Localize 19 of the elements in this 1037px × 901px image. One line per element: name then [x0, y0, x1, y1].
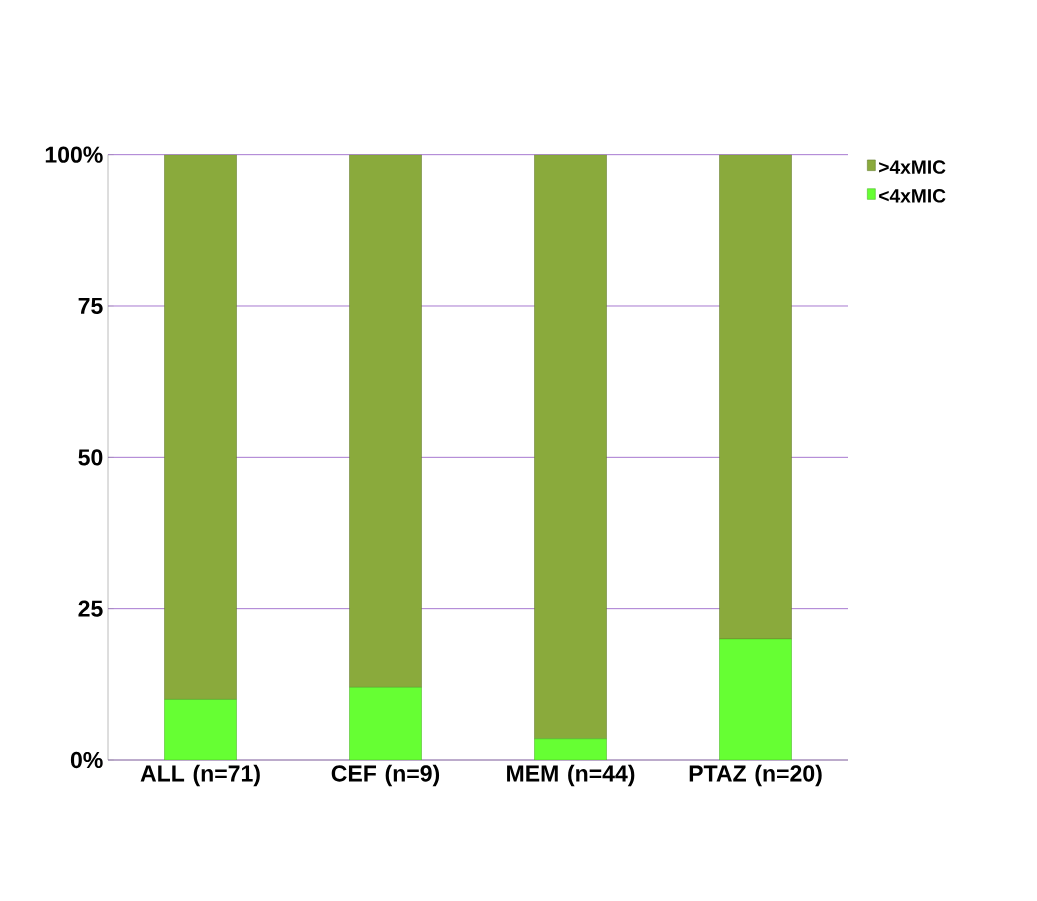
y-tick-label: 75 — [78, 297, 103, 315]
y-tick-label: 100% — [45, 146, 103, 163]
bar — [719, 154, 792, 640]
x-tick-label: CEF (n=9) — [331, 764, 440, 787]
bar — [719, 638, 792, 760]
bar — [164, 699, 237, 760]
bar — [164, 154, 237, 700]
bar — [349, 154, 422, 688]
y-tick-label: 0% — [70, 751, 103, 769]
legend-label: >4xMIC — [879, 160, 946, 174]
x-tick-label: ALL (n=71) — [140, 764, 260, 787]
bar — [349, 687, 422, 760]
legend-label: <4xMIC — [879, 189, 946, 203]
x-tick-label: MEM (n=44) — [507, 764, 635, 787]
x-tick-label: PTAZ (n=20) — [689, 764, 822, 787]
bar — [534, 154, 607, 740]
bar — [534, 738, 607, 760]
y-tick-label: 50 — [78, 449, 103, 466]
y-tick-label: 25 — [78, 600, 103, 617]
